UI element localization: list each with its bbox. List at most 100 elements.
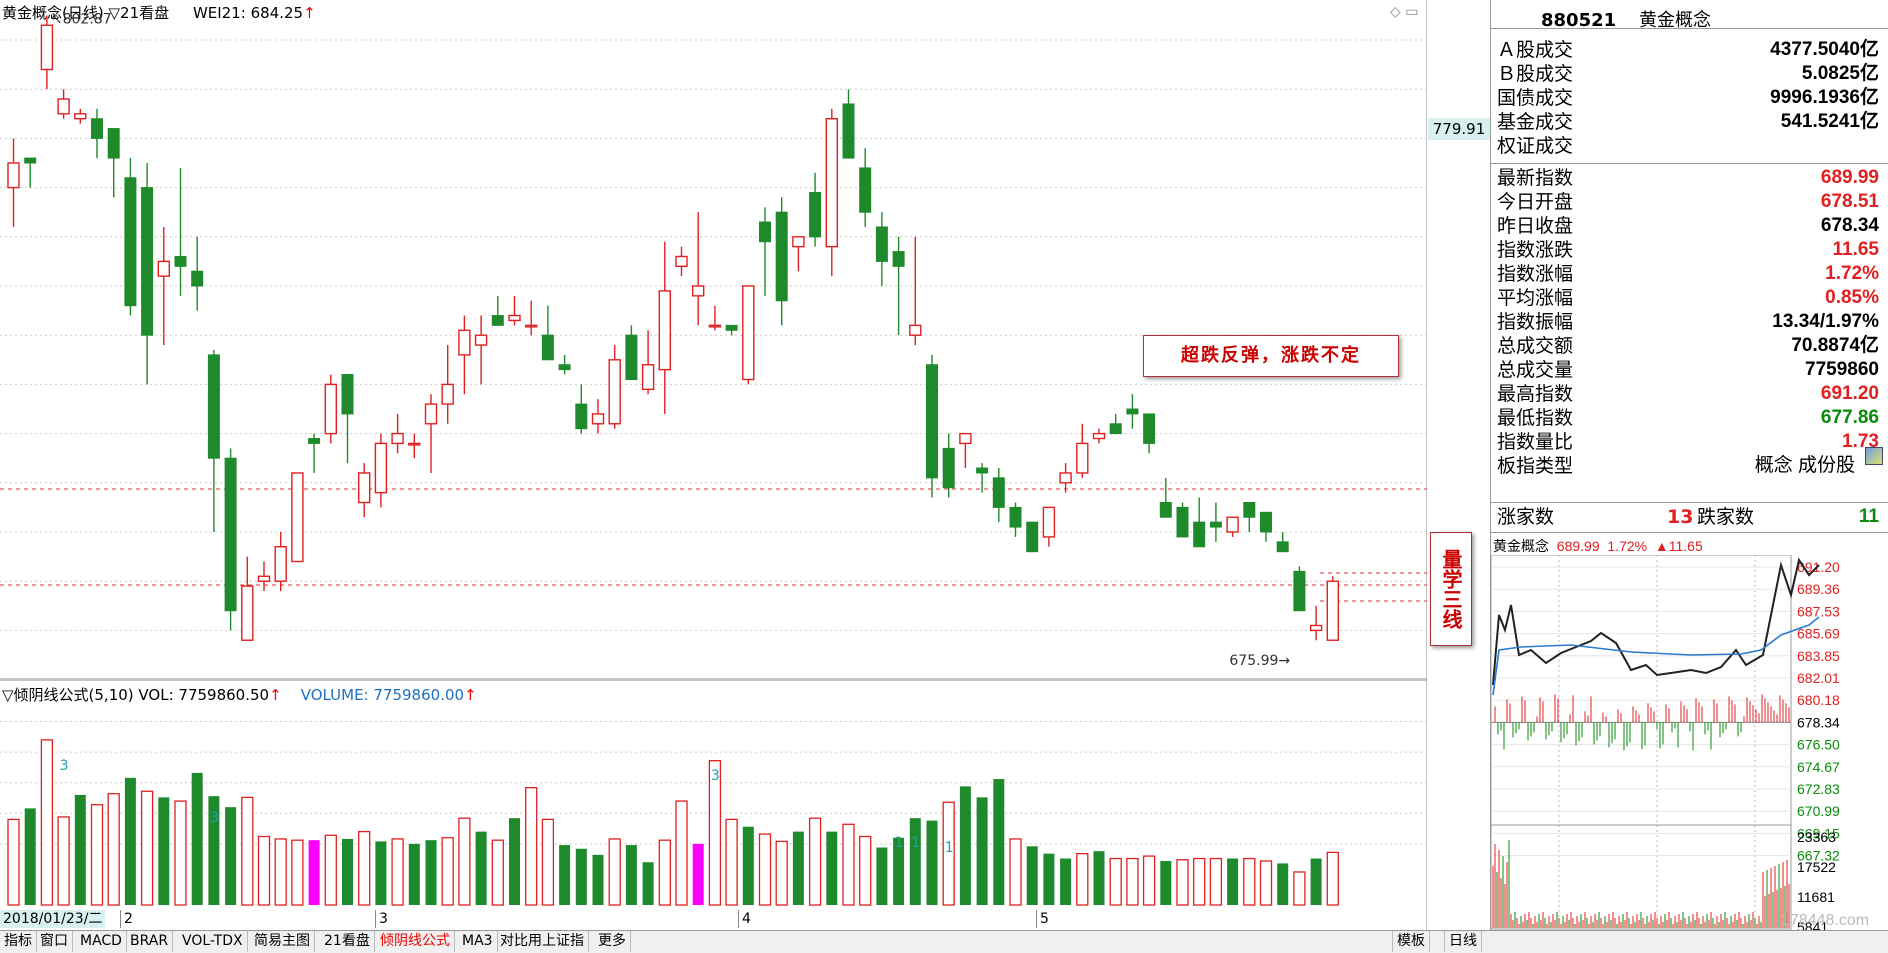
volume-bar[interactable] [458,817,471,906]
volume-bar[interactable] [90,804,104,906]
candle[interactable] [1109,413,1122,435]
volume-bar[interactable] [742,826,754,905]
volume-bar[interactable] [859,835,872,906]
volume-bar[interactable] [725,818,738,906]
tab-7[interactable]: 倾阴线公式 [376,931,455,952]
tab-9[interactable]: 对比用上证指 [496,931,589,952]
candle[interactable] [341,374,354,464]
volume-bar[interactable] [959,786,971,905]
volume-bar[interactable] [74,794,86,905]
grid-icon[interactable] [1865,447,1883,465]
volume-bar[interactable] [758,833,772,906]
volume-bar[interactable] [1193,857,1206,906]
candle[interactable] [1126,394,1139,429]
volume-bar[interactable] [158,797,170,905]
view-selector[interactable]: ▽21看盘 [108,4,170,22]
candle[interactable] [391,413,404,454]
tab-right-1[interactable]: 日线 [1444,931,1482,952]
volume-bar[interactable] [509,818,520,905]
volume-bar[interactable] [1310,858,1322,905]
candle[interactable] [658,241,671,414]
volume-bar[interactable] [191,772,203,905]
candle[interactable] [7,138,20,227]
candle[interactable] [207,349,220,532]
candle[interactable] [976,463,989,493]
candle[interactable] [942,433,955,498]
candle[interactable] [625,325,638,380]
candle[interactable] [141,163,154,385]
tab-0[interactable]: 指标 [0,931,37,952]
volume-bar[interactable] [575,848,587,905]
candle[interactable] [57,89,70,119]
volume-title[interactable]: ▽倾阴线公式(5,10) [2,686,134,704]
volume-bar[interactable] [1093,851,1105,905]
tab-10[interactable]: 更多 [594,931,631,952]
candle[interactable] [191,236,204,311]
candle[interactable] [107,128,120,198]
volume-bar[interactable] [1176,859,1189,906]
volume-bar[interactable] [375,841,387,905]
candle[interactable] [508,295,521,326]
volume-bar[interactable] [1293,871,1306,906]
volume-bar[interactable] [342,838,353,905]
volume-bar[interactable] [7,818,20,906]
volume-bar[interactable] [1160,860,1172,905]
candle[interactable] [1143,413,1156,454]
volume-bar[interactable] [57,816,70,906]
volume-bar[interactable] [675,800,688,906]
candle[interactable] [1076,423,1089,478]
candle[interactable] [1159,477,1172,518]
volume-bar[interactable] [1109,857,1122,906]
candle[interactable] [1276,532,1289,553]
volume-bar[interactable] [1259,860,1273,906]
volume-bar[interactable] [926,820,938,905]
volume-bar[interactable] [241,796,254,906]
candle[interactable] [1193,497,1206,548]
candle[interactable] [875,212,888,286]
volume-bar[interactable] [40,739,54,906]
volume-bar[interactable] [475,831,487,905]
candle[interactable] [992,468,1005,523]
volume-bar[interactable] [308,840,320,905]
tab-2[interactable]: MACD [76,931,127,952]
volume-bar[interactable] [1227,858,1239,905]
tab-1[interactable]: 窗口 [36,931,73,952]
candle[interactable] [541,305,554,361]
candle[interactable] [1293,566,1306,612]
candle[interactable] [809,172,822,247]
candle[interactable] [1243,501,1256,532]
volume-bar[interactable] [642,862,654,905]
candle[interactable] [257,561,271,592]
candle[interactable] [725,324,738,336]
candle[interactable] [491,295,504,326]
candle[interactable] [241,556,254,641]
candle[interactable] [742,285,755,385]
intraday-mini-chart[interactable]: 691.20 689.36 687.53 685.69 683.85 682.01 680.… [1491,555,1888,930]
volume-bar[interactable] [491,839,504,906]
candle[interactable] [708,305,722,331]
volume-bar[interactable] [425,840,437,905]
tab-6[interactable]: 21看盘 [320,931,375,952]
candle[interactable] [224,448,237,631]
volume-bar[interactable] [291,839,304,906]
volume-bar[interactable] [358,830,371,906]
volume-bar[interactable] [692,843,704,905]
volume-bar[interactable] [1209,857,1223,906]
candle[interactable] [24,157,37,188]
volume-bar[interactable] [1076,852,1089,906]
volume-bar[interactable] [942,801,955,906]
candle[interactable] [40,15,54,90]
volume-bar[interactable] [274,838,287,906]
candle[interactable] [591,399,605,434]
candle[interactable] [1260,511,1272,542]
candle[interactable] [909,236,922,346]
candle[interactable] [274,532,287,592]
candle[interactable] [1009,502,1022,537]
candle[interactable] [1042,506,1056,547]
candle[interactable] [608,345,621,429]
volume-bar[interactable] [124,777,136,905]
volume-bar[interactable] [174,800,187,906]
volume-bar[interactable] [625,845,637,905]
volume-bar[interactable] [1026,846,1038,905]
volume-bar[interactable] [525,786,538,906]
